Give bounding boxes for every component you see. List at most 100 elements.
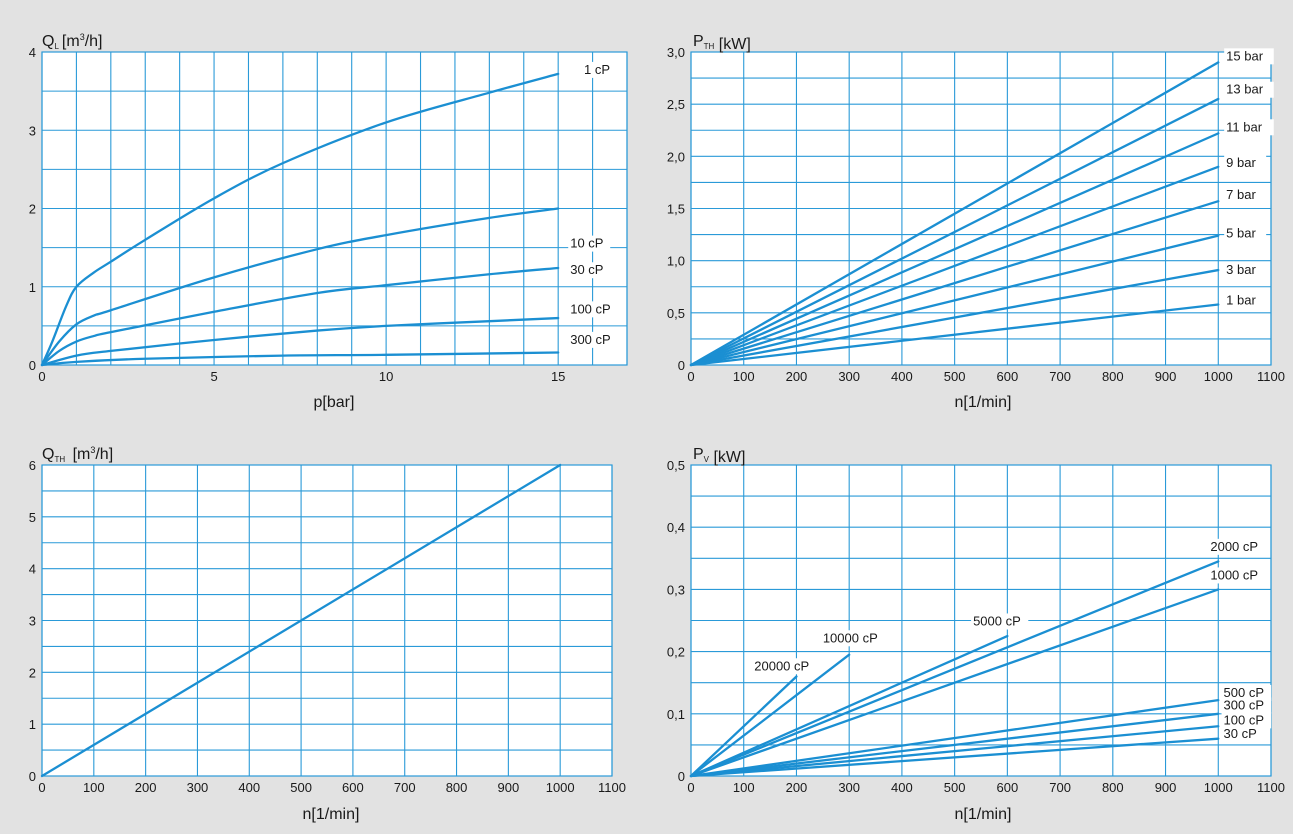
- series-label: 300 cP: [570, 332, 610, 347]
- series-label-bg: [568, 235, 611, 252]
- x-tick-label: 700: [1049, 780, 1071, 795]
- series-line: [40, 351, 560, 367]
- y-tick-label: 0,5: [667, 458, 685, 473]
- series-label: 11 bar: [1226, 119, 1263, 134]
- series-label-bg: [1224, 48, 1274, 65]
- x-tick-label: 500: [944, 780, 966, 795]
- x-tick-label: 200: [786, 780, 808, 795]
- series-line: [689, 725, 1220, 778]
- series-label-bg: [1224, 225, 1267, 242]
- series-label: 5 bar: [1226, 226, 1256, 241]
- series-label-bg: [1224, 292, 1267, 309]
- series-line: [689, 675, 798, 778]
- x-tick-label: 300: [838, 369, 860, 384]
- series-line: [689, 588, 1220, 778]
- series-label-bg: [581, 61, 617, 78]
- series-label: 300 cP: [1224, 697, 1264, 712]
- series-line: [689, 303, 1220, 367]
- x-axis-label: n[1/min]: [955, 806, 1012, 823]
- x-tick-label: 800: [1102, 369, 1124, 384]
- series-label: 30 cP: [570, 262, 603, 277]
- y-tick-label: 1: [29, 280, 36, 295]
- series-label-bg: [1221, 712, 1272, 729]
- series-label-bg: [1208, 567, 1266, 584]
- x-tick-label: 15: [551, 369, 565, 384]
- x-tick-label: 0: [687, 369, 694, 384]
- series-label: 3 bar: [1226, 262, 1256, 277]
- x-tick-label: 0: [38, 780, 45, 795]
- x-tick-label: 300: [838, 780, 860, 795]
- series-line: [689, 234, 1220, 367]
- y-tick-label: 0: [29, 769, 36, 784]
- chart-panel-4: 0 100 200 300 400 500 600 700 800 900 1000 1100 0 0,1…: [667, 446, 1285, 823]
- x-tick-label: 200: [135, 780, 157, 795]
- y-axis-label: QL [m3/h]: [42, 32, 103, 51]
- x-tick-label: 10: [379, 369, 393, 384]
- y-tick-label: 3: [29, 123, 36, 138]
- series-line: [40, 463, 562, 778]
- series-line: [689, 268, 1220, 367]
- x-tick-label: 800: [1102, 780, 1124, 795]
- series-label: 10 cP: [570, 236, 603, 251]
- series-line: [689, 165, 1220, 367]
- series-label-bg: [1224, 81, 1274, 98]
- y-axis-label: QTH [m3/h]: [42, 445, 113, 464]
- series-label-bg: [568, 301, 618, 318]
- y-tick-label: 3,0: [667, 45, 685, 60]
- x-tick-label: 300: [187, 780, 209, 795]
- y-tick-label: 0,4: [667, 520, 685, 535]
- x-tick-label: 400: [238, 780, 260, 795]
- series-label: 1000 cP: [1210, 567, 1258, 582]
- series-label: 7 bar: [1226, 187, 1256, 202]
- series-label-bg: [1208, 538, 1266, 555]
- series-label: 15 bar: [1226, 48, 1264, 63]
- y-tick-label: 2: [29, 665, 36, 680]
- series-label-bg: [752, 658, 818, 675]
- x-tick-label: 1100: [1257, 780, 1285, 795]
- series-label: 100 cP: [1224, 712, 1264, 727]
- series-label-bg: [1221, 685, 1272, 702]
- x-tick-label: 900: [1155, 369, 1177, 384]
- y-tick-label: 2: [29, 202, 36, 217]
- x-axis-label: n[1/min]: [955, 394, 1012, 411]
- series-label-bg: [568, 331, 618, 348]
- series-line: [689, 97, 1220, 367]
- series-label: 1 bar: [1226, 292, 1256, 307]
- series-line: [40, 207, 560, 367]
- y-tick-label: 1: [29, 717, 36, 732]
- series-label-bg: [820, 630, 886, 647]
- y-tick-label: 0: [678, 358, 685, 373]
- series-label: 10000 cP: [823, 630, 878, 645]
- x-tick-label: 400: [891, 369, 913, 384]
- series-label: 100 cP: [570, 301, 610, 316]
- x-tick-label: 400: [891, 780, 913, 795]
- x-tick-label: 1100: [1257, 369, 1285, 384]
- x-tick-label: 0: [38, 369, 45, 384]
- y-tick-label: 0,2: [667, 645, 685, 660]
- series-label-bg: [1221, 726, 1264, 743]
- y-tick-label: 2,5: [667, 97, 685, 112]
- y-axis-label: PV [kW]: [693, 446, 745, 466]
- series-line: [689, 200, 1220, 367]
- y-tick-label: 0,3: [667, 582, 685, 597]
- x-tick-label: 600: [997, 780, 1019, 795]
- series-label: 500 cP: [1224, 685, 1264, 700]
- x-tick-label: 600: [342, 780, 364, 795]
- series-label-bg: [1224, 119, 1274, 136]
- x-tick-label: 1100: [598, 780, 626, 795]
- series-line: [689, 61, 1220, 367]
- y-tick-label: 1,5: [667, 202, 685, 217]
- x-tick-label: 500: [290, 780, 312, 795]
- y-tick-label: 5: [29, 510, 36, 525]
- series-label: 9 bar: [1226, 155, 1256, 170]
- x-tick-label: 700: [1049, 369, 1071, 384]
- x-tick-label: 800: [446, 780, 468, 795]
- series-line: [689, 698, 1220, 778]
- series-label: 5000 cP: [973, 613, 1021, 628]
- series-line: [689, 560, 1220, 778]
- series-label-bg: [1224, 262, 1267, 279]
- series-line: [40, 316, 560, 367]
- series-line: [40, 72, 560, 367]
- x-tick-label: 5: [210, 369, 217, 384]
- chart-panel-1: 0 5 10 15 0 1 2 3 4 p[bar] QL [m3/h] 1 cP 10 cP 30 cP 1…: [29, 32, 628, 411]
